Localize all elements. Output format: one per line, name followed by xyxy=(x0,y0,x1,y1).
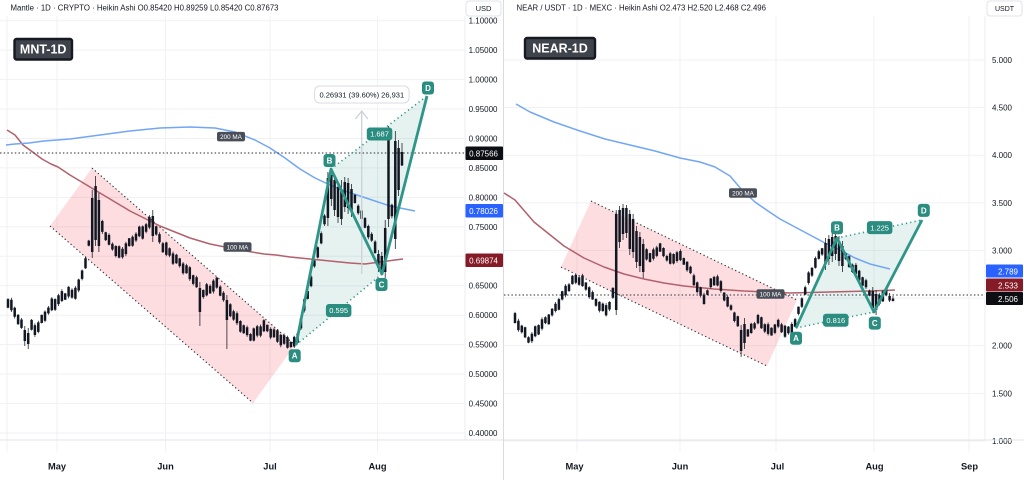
svg-text:Mantle · 1D · CRYPTO · Heikin: Mantle · 1D · CRYPTO · Heikin Ashi O0.85… xyxy=(11,4,279,13)
svg-text:1.687: 1.687 xyxy=(370,130,389,139)
svg-text:1.000: 1.000 xyxy=(992,437,1013,446)
svg-text:200 MA: 200 MA xyxy=(732,190,755,197)
svg-text:0.75000: 0.75000 xyxy=(469,223,498,232)
svg-text:Aug: Aug xyxy=(368,462,386,472)
svg-text:C: C xyxy=(872,319,878,328)
svg-text:0.26931 (39.60%) 26,931: 0.26931 (39.60%) 26,931 xyxy=(319,91,404,100)
svg-text:200 MA: 200 MA xyxy=(220,134,243,141)
svg-text:USDT: USDT xyxy=(995,6,1015,13)
svg-text:B: B xyxy=(327,156,333,165)
svg-text:0.95000: 0.95000 xyxy=(469,105,498,114)
svg-text:0.65000: 0.65000 xyxy=(469,282,498,291)
svg-text:0.55000: 0.55000 xyxy=(469,341,498,350)
svg-text:NEAR-1D: NEAR-1D xyxy=(532,42,588,56)
svg-text:0.80000: 0.80000 xyxy=(469,193,498,202)
svg-text:2.533: 2.533 xyxy=(998,282,1019,291)
svg-text:1.225: 1.225 xyxy=(870,223,889,232)
svg-text:0.85000: 0.85000 xyxy=(469,164,498,173)
svg-text:May: May xyxy=(565,462,584,472)
svg-text:0.816: 0.816 xyxy=(826,316,845,325)
svg-text:4.000: 4.000 xyxy=(992,151,1013,160)
svg-text:0.595: 0.595 xyxy=(329,306,348,315)
svg-text:0.50000: 0.50000 xyxy=(469,370,498,379)
svg-text:3.000: 3.000 xyxy=(992,246,1013,255)
svg-text:Jun: Jun xyxy=(157,462,174,472)
svg-text:A: A xyxy=(793,334,799,343)
svg-text:1.05000: 1.05000 xyxy=(469,46,498,55)
svg-text:100 MA: 100 MA xyxy=(760,291,783,298)
svg-text:0.90000: 0.90000 xyxy=(469,134,498,143)
svg-text:Sep: Sep xyxy=(961,462,978,472)
svg-text:4.500: 4.500 xyxy=(992,104,1013,113)
svg-text:May: May xyxy=(48,462,67,472)
svg-text:D: D xyxy=(425,84,431,93)
svg-text:0.40000: 0.40000 xyxy=(469,429,498,438)
svg-text:0.69874: 0.69874 xyxy=(469,257,498,266)
svg-text:0.78026: 0.78026 xyxy=(469,207,498,216)
svg-text:100 MA: 100 MA xyxy=(227,244,250,251)
svg-text:3.500: 3.500 xyxy=(992,199,1013,208)
svg-text:NEAR / USDT · 1D · MEXC · Heik: NEAR / USDT · 1D · MEXC · Heikin Ashi O2… xyxy=(517,4,766,13)
svg-text:Jun: Jun xyxy=(672,462,689,472)
svg-text:Jul: Jul xyxy=(771,462,784,472)
svg-text:USD: USD xyxy=(476,4,492,13)
svg-text:D: D xyxy=(921,206,927,215)
svg-text:0.45000: 0.45000 xyxy=(469,399,498,408)
svg-text:C: C xyxy=(379,280,385,289)
svg-text:A: A xyxy=(292,352,298,361)
svg-text:1.500: 1.500 xyxy=(992,389,1013,398)
svg-text:Aug: Aug xyxy=(865,462,883,472)
svg-text:MNT-1D: MNT-1D xyxy=(20,43,67,57)
svg-text:B: B xyxy=(834,224,840,233)
svg-text:2.789: 2.789 xyxy=(998,268,1019,277)
svg-text:2.000: 2.000 xyxy=(992,342,1013,351)
svg-text:0.60000: 0.60000 xyxy=(469,311,498,320)
svg-text:1.10000: 1.10000 xyxy=(469,17,498,26)
svg-text:Jul: Jul xyxy=(263,462,276,472)
svg-text:2.506: 2.506 xyxy=(998,295,1019,304)
svg-text:1.00000: 1.00000 xyxy=(469,76,498,85)
svg-text:0.87566: 0.87566 xyxy=(469,150,498,159)
svg-text:5.000: 5.000 xyxy=(992,56,1013,65)
